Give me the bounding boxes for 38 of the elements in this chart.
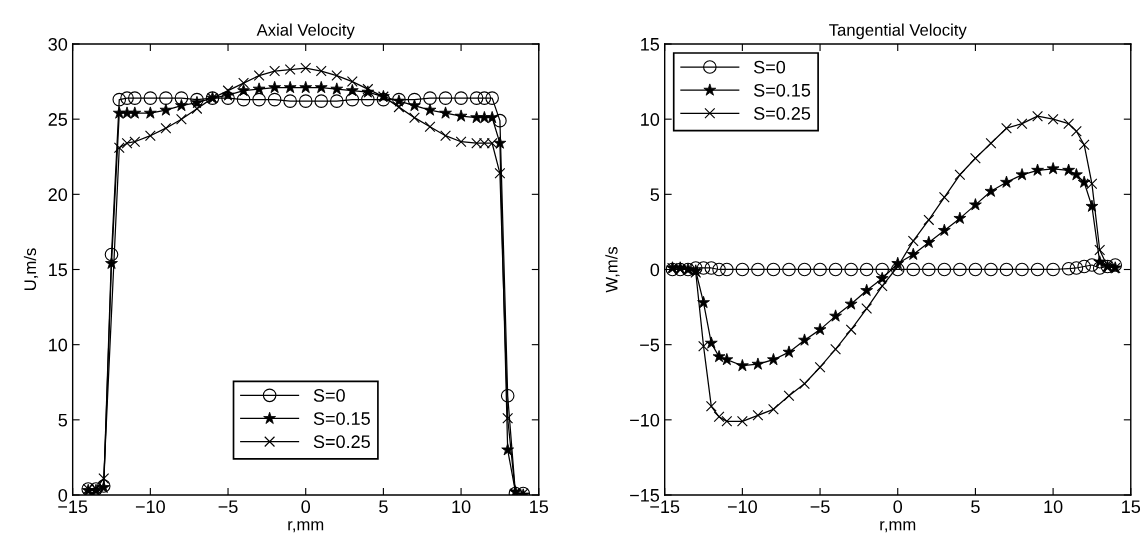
y-tick-label: −10: [630, 413, 660, 427]
x-tick-label: 10: [1044, 500, 1063, 514]
x-tick-label: 5: [971, 500, 980, 514]
legend-label: S=0.25: [313, 435, 370, 449]
y-tick-label: −15: [630, 489, 660, 502]
y-tick-label: 10: [641, 113, 660, 126]
x-tick-label: 15: [1122, 500, 1141, 514]
y-axis-title: W,m/s: [605, 246, 620, 293]
x-tick-label: 0: [893, 500, 903, 514]
y-tick-label: 0: [58, 488, 68, 502]
x-tick-label: −5: [810, 500, 830, 514]
legend-label: S=0: [753, 60, 786, 74]
x-axis-title: r,mm: [880, 521, 916, 533]
y-tick-label: −5: [640, 338, 660, 352]
x-tick-label: 10: [452, 500, 471, 514]
legend-label: S=0.15: [313, 412, 370, 425]
x-tick-label: −10: [135, 500, 165, 514]
y-tick-label: 0: [650, 263, 660, 277]
legend-label: S=0.15: [753, 83, 811, 97]
chart-title: Tangential Velocity: [829, 23, 967, 40]
y-tick-label: 15: [641, 38, 660, 51]
x-tick-label: 5: [379, 500, 388, 514]
chart-title: Axial Velocity: [256, 23, 355, 40]
x-tick-label: 15: [530, 500, 549, 514]
y-tick-label: 30: [48, 37, 68, 51]
y-tick-label: 25: [48, 113, 68, 126]
x-tick-label: 0: [301, 500, 311, 514]
y-tick-label: 5: [650, 188, 660, 202]
x-tick-label: −5: [218, 500, 238, 514]
y-axis-title: U,m/s: [23, 248, 39, 290]
y-tick-label: 15: [49, 263, 68, 277]
x-axis-title: r,mm: [288, 521, 324, 533]
x-tick-label: −10: [727, 500, 757, 514]
legend-label: S=0.25: [753, 107, 811, 120]
y-tick-label: 10: [49, 338, 68, 352]
legend-label: S=0: [313, 389, 345, 402]
y-tick-label: 5: [58, 413, 68, 427]
y-tick-label: 20: [48, 188, 68, 202]
